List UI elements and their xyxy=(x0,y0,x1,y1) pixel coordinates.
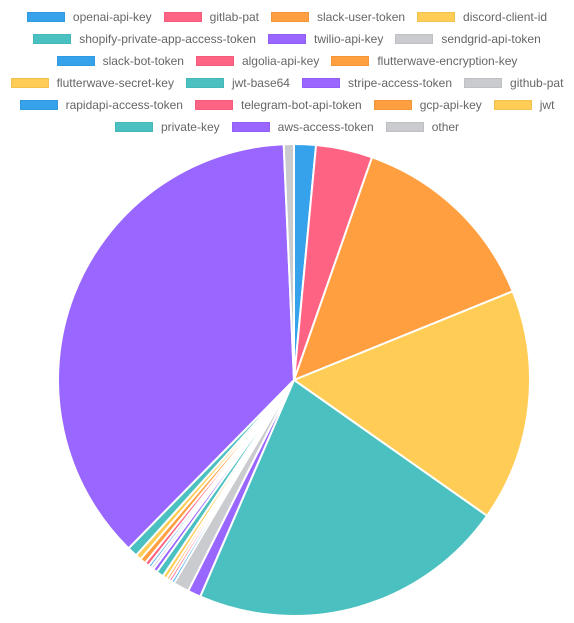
legend-label: shopify-private-app-access-token xyxy=(79,32,256,46)
legend-item-twilio-api-key[interactable]: twilio-api-key xyxy=(267,32,384,46)
legend-label: other xyxy=(431,120,460,134)
legend-item-gcp-api-key[interactable]: gcp-api-key xyxy=(373,98,482,112)
legend-label: rapidapi-access-token xyxy=(65,98,183,112)
legend-label: stripe-access-token xyxy=(347,76,453,90)
legend-item-github-pat[interactable]: github-pat xyxy=(464,76,563,90)
legend-label: github-pat xyxy=(510,76,564,90)
chart-legend: openai-api-key gitlab-pat slack-user-token… xyxy=(0,6,574,138)
legend-label: slack-user-token xyxy=(317,10,406,24)
legend-row: openai-api-key gitlab-pat slack-user-token… xyxy=(0,6,574,28)
legend-label: flutterwave-encryption-key xyxy=(377,54,518,68)
legend-label: gitlab-pat xyxy=(209,10,260,24)
legend-swatch xyxy=(114,122,153,132)
legend-swatch xyxy=(33,34,72,44)
legend-item-shopify-private-app-access-token[interactable]: shopify-private-app-access-token xyxy=(33,32,256,46)
pie-slice-other[interactable] xyxy=(282,143,295,381)
legend-item-slack-bot-token[interactable]: slack-bot-token xyxy=(56,54,184,68)
legend-item-stripe-access-token[interactable]: stripe-access-token xyxy=(301,76,453,90)
legend-label: slack-bot-token xyxy=(102,54,184,68)
legend-swatch xyxy=(417,12,456,22)
legend-item-algolia-api-key[interactable]: algolia-api-key xyxy=(195,54,320,68)
legend-label: sendgrid-api-token xyxy=(441,32,541,46)
pie-slice-discord-client-id[interactable] xyxy=(293,290,531,517)
legend-item-jwt-base64[interactable]: jwt-base64 xyxy=(185,76,290,90)
legend-swatch xyxy=(464,78,503,88)
legend-label: private-key xyxy=(160,120,220,134)
legend-swatch xyxy=(56,56,95,66)
legend-swatch xyxy=(331,56,370,66)
legend-item-aws-access-token[interactable]: aws-access-token xyxy=(231,120,374,134)
legend-label: openai-api-key xyxy=(72,10,152,24)
legend-label: flutterwave-secret-key xyxy=(56,76,174,90)
legend-item-other[interactable]: other xyxy=(385,120,460,134)
legend-item-telegram-bot-api-token[interactable]: telegram-bot-api-token xyxy=(194,98,362,112)
legend-row: rapidapi-access-token telegram-bot-api-to… xyxy=(0,94,574,116)
legend-label: algolia-api-key xyxy=(241,54,320,68)
legend-swatch xyxy=(163,12,202,22)
legend-label: gcp-api-key xyxy=(419,98,482,112)
legend-item-flutterwave-encryption-key[interactable]: flutterwave-encryption-key xyxy=(331,54,517,68)
legend-swatch xyxy=(493,100,532,110)
legend-label: jwt xyxy=(539,98,555,112)
legend-row: shopify-private-app-access-token twilio-a… xyxy=(0,28,574,50)
pie-slice-slack-user-token[interactable] xyxy=(293,156,514,381)
legend-label: twilio-api-key xyxy=(313,32,384,46)
legend-swatch xyxy=(26,12,65,22)
legend-swatch xyxy=(267,34,306,44)
legend-swatch xyxy=(185,78,224,88)
legend-label: discord-client-id xyxy=(463,10,548,24)
legend-swatch xyxy=(194,100,233,110)
legend-item-flutterwave-secret-key[interactable]: flutterwave-secret-key xyxy=(10,76,174,90)
legend-swatch xyxy=(10,78,49,88)
legend-swatch xyxy=(19,100,58,110)
legend-row: flutterwave-secret-key jwt-base64 stripe-a… xyxy=(0,72,574,94)
pie-slice-shopify-private-app-access-token[interactable] xyxy=(199,379,489,617)
legend-label: jwt-base64 xyxy=(231,76,290,90)
legend-swatch xyxy=(271,12,310,22)
legend-item-rapidapi-access-token[interactable]: rapidapi-access-token xyxy=(19,98,183,112)
legend-item-slack-user-token[interactable]: slack-user-token xyxy=(271,10,405,24)
legend-item-openai-api-key[interactable]: openai-api-key xyxy=(26,10,152,24)
legend-swatch xyxy=(231,122,270,132)
legend-swatch xyxy=(395,34,434,44)
legend-item-sendgrid-api-token[interactable]: sendgrid-api-token xyxy=(395,32,541,46)
legend-label: telegram-bot-api-token xyxy=(240,98,362,112)
legend-swatch xyxy=(373,100,412,110)
legend-swatch xyxy=(385,122,424,132)
legend-label: aws-access-token xyxy=(277,120,374,134)
legend-item-private-key[interactable]: private-key xyxy=(114,120,220,134)
legend-swatch xyxy=(301,78,340,88)
legend-item-discord-client-id[interactable]: discord-client-id xyxy=(417,10,547,24)
legend-row: slack-bot-token algolia-api-key flutterwav… xyxy=(0,50,574,72)
legend-item-gitlab-pat[interactable]: gitlab-pat xyxy=(163,10,260,24)
legend-row: private-key aws-access-token other xyxy=(0,116,574,138)
legend-item-jwt[interactable]: jwt xyxy=(493,98,555,112)
legend-swatch xyxy=(195,56,234,66)
pie-slice-aws-access-token[interactable] xyxy=(57,143,295,550)
